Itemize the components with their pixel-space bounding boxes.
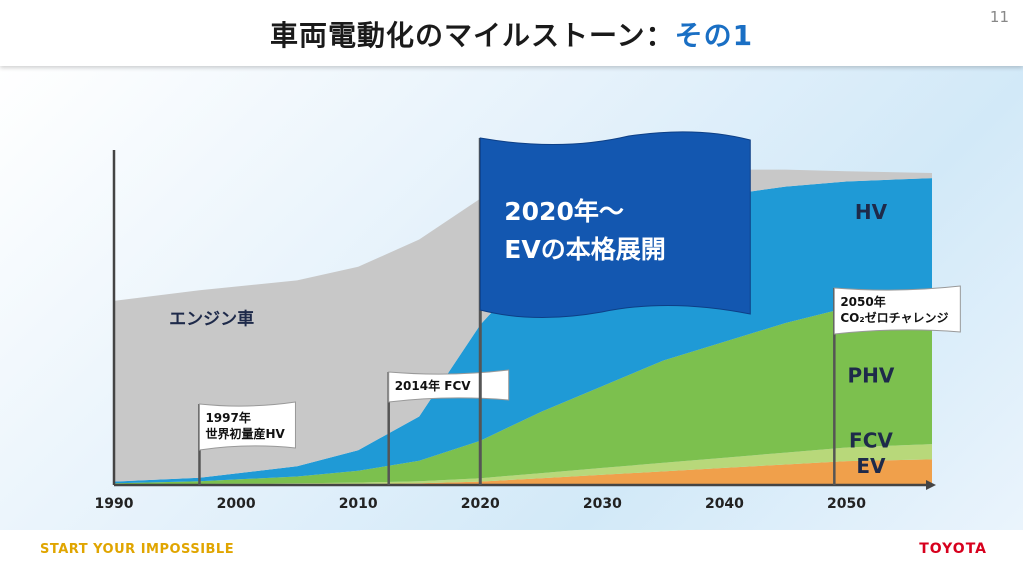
x-tick-label: 2030	[583, 496, 622, 512]
area-label: EV	[856, 454, 886, 478]
flag-cloth	[833, 285, 961, 335]
title-main: 車両電動化のマイルストーン：	[269, 19, 675, 52]
slide-title: 車両電動化のマイルストーン：その1	[0, 14, 1023, 54]
x-tick-label: 2040	[705, 496, 744, 512]
title-accent: その1	[674, 19, 754, 52]
toyota-logo: TOYOTA	[919, 541, 987, 557]
milestone-flag: 2014年 FCV	[387, 369, 510, 485]
area-label: FCV	[849, 428, 893, 452]
flag-cloth-blue	[479, 131, 751, 318]
area-label: エンジン車	[169, 309, 254, 330]
flag-cloth	[198, 401, 296, 451]
x-tick-label: 2000	[217, 496, 256, 512]
slide-header: 車両電動化のマイルストーン：その1 11	[0, 0, 1023, 66]
flag-text: CO₂ゼロチャレンジ	[840, 310, 948, 325]
area-label: HV	[855, 200, 888, 224]
slide-footer: START YOUR IMPOSSIBLE TOYOTA	[0, 530, 1023, 575]
flag-text: EVの本格展開	[504, 235, 665, 264]
axes-layer: 1990 2000 2010 2020 2030 2040 2050	[95, 150, 936, 512]
milestone-area-chart: 1990 2000 2010 2020 2030 2040 2050 エンジン車 HV PHV F…	[95, 131, 961, 512]
flag-text: 2014年 FCV	[395, 378, 472, 393]
x-tick-label: 2020	[461, 496, 500, 512]
area-FCV	[114, 444, 932, 485]
page-number: 11	[989, 8, 1009, 26]
milestone-flag: 2020年～ EVの本格展開	[478, 131, 751, 485]
flag-cloth	[388, 369, 510, 403]
area-label: PHV	[848, 364, 895, 388]
x-tick-label: 2010	[339, 496, 378, 512]
x-axis-arrowhead	[926, 480, 936, 490]
slogan-text: START YOUR IMPOSSIBLE	[40, 542, 235, 557]
flag-text: 1997年	[205, 410, 250, 425]
flag-text: 世界初量産HV	[205, 426, 285, 441]
area-PHV	[114, 297, 932, 485]
x-tick-label: 2050	[827, 496, 866, 512]
x-tick-label: 1990	[95, 496, 134, 512]
area-エンジン車	[114, 167, 932, 482]
area-EV	[114, 459, 932, 485]
flag-text: 2020年～	[504, 197, 624, 226]
flag-text: 2050年	[840, 294, 885, 309]
